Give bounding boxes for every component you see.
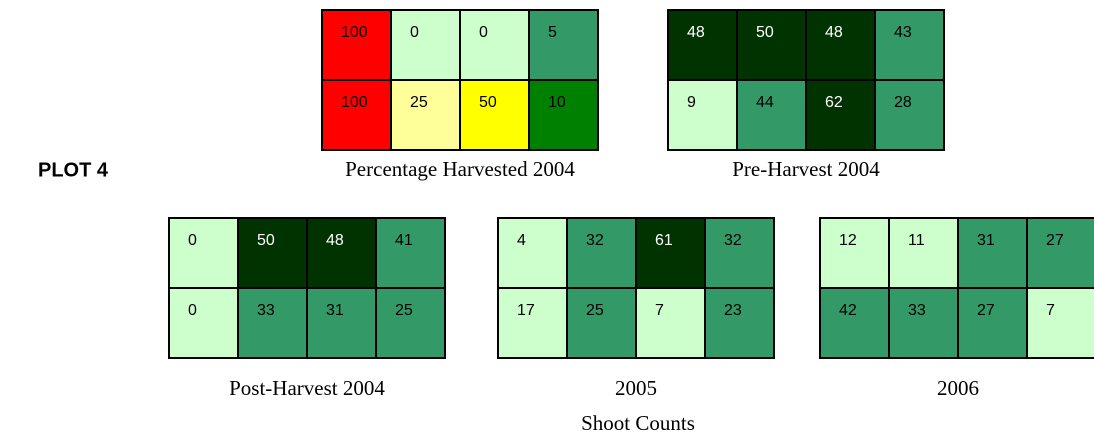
cell bbox=[635, 217, 706, 289]
cell bbox=[704, 217, 775, 289]
cell bbox=[168, 217, 239, 289]
cell bbox=[168, 287, 239, 359]
cell bbox=[375, 217, 446, 289]
cell-value: 61 bbox=[655, 232, 673, 249]
cell bbox=[805, 79, 876, 151]
cell-value: 25 bbox=[586, 302, 604, 319]
cell bbox=[390, 9, 461, 81]
cell bbox=[957, 287, 1028, 359]
cell bbox=[459, 79, 530, 151]
cell bbox=[957, 217, 1028, 289]
cell bbox=[805, 9, 876, 81]
cell-value: 41 bbox=[395, 232, 413, 249]
cell bbox=[874, 79, 945, 151]
grid: 12 11 31 27 42 33 27 7 bbox=[819, 217, 1094, 359]
cell bbox=[874, 9, 945, 81]
grid-caption: 2006 bbox=[937, 376, 979, 400]
cell-value: 28 bbox=[894, 94, 912, 111]
cell-value: 4 bbox=[517, 232, 526, 249]
cell-value: 100 bbox=[341, 94, 368, 111]
cell-value: 48 bbox=[326, 232, 344, 249]
cell bbox=[497, 287, 568, 359]
cell-value: 12 bbox=[839, 232, 857, 249]
cell bbox=[375, 287, 446, 359]
cell bbox=[306, 217, 377, 289]
cell bbox=[459, 9, 530, 81]
cell bbox=[566, 287, 637, 359]
cell-value: 33 bbox=[908, 302, 926, 319]
cell bbox=[635, 287, 706, 359]
cell-value: 9 bbox=[687, 94, 696, 111]
cell bbox=[667, 9, 738, 81]
cell-value: 50 bbox=[479, 94, 497, 111]
cell-value: 48 bbox=[825, 24, 843, 41]
cell bbox=[237, 287, 308, 359]
cell-value: 42 bbox=[839, 302, 857, 319]
cell-value: 48 bbox=[687, 24, 705, 41]
grid: 4 32 61 32 17 25 7 23 bbox=[497, 217, 775, 359]
cell bbox=[321, 9, 392, 81]
grid: 0 50 48 41 0 33 31 25 bbox=[168, 217, 446, 359]
cell-value: 27 bbox=[977, 302, 995, 319]
cell bbox=[888, 217, 959, 289]
grid-caption: 2005 bbox=[615, 376, 657, 400]
cell bbox=[390, 79, 461, 151]
cell-value: 0 bbox=[410, 24, 419, 41]
footer: Shoot Counts bbox=[581, 411, 695, 435]
cell-value: 50 bbox=[756, 24, 774, 41]
cell-value: 0 bbox=[188, 232, 197, 249]
cell bbox=[528, 79, 599, 151]
cell-value: 0 bbox=[188, 302, 197, 319]
cell bbox=[1026, 287, 1094, 359]
cell-value: 100 bbox=[341, 24, 368, 41]
cell-value: 10 bbox=[548, 94, 566, 111]
grid-caption: Percentage Harvested 2004 bbox=[345, 157, 575, 181]
cell bbox=[237, 217, 308, 289]
cell-value: 31 bbox=[977, 232, 995, 249]
cell-value: 62 bbox=[825, 94, 843, 111]
grid-caption: Post-Harvest 2004 bbox=[229, 376, 385, 400]
cell-value: 43 bbox=[894, 24, 912, 41]
plot-title: PLOT 4 bbox=[38, 159, 109, 181]
cell-value: 31 bbox=[326, 302, 344, 319]
cell bbox=[704, 287, 775, 359]
cell bbox=[321, 79, 392, 151]
cell-value: 25 bbox=[395, 302, 413, 319]
cell-value: 11 bbox=[908, 232, 925, 249]
cell bbox=[1026, 217, 1094, 289]
cell-value: 7 bbox=[1046, 302, 1055, 319]
cell-value: 17 bbox=[517, 302, 535, 319]
cell bbox=[888, 287, 959, 359]
cell-value: 50 bbox=[257, 232, 275, 249]
cell bbox=[306, 287, 377, 359]
cell-value: 0 bbox=[479, 24, 488, 41]
cell-value: 33 bbox=[257, 302, 275, 319]
cell-value: 25 bbox=[410, 94, 428, 111]
cell bbox=[497, 217, 568, 289]
cell bbox=[667, 79, 738, 151]
cell-value: 32 bbox=[724, 232, 742, 249]
cell-value: 44 bbox=[756, 94, 774, 111]
cell-value: 5 bbox=[548, 24, 557, 41]
cell-value: 32 bbox=[586, 232, 604, 249]
cell-value: 23 bbox=[724, 302, 742, 319]
cell bbox=[566, 217, 637, 289]
cell bbox=[736, 79, 807, 151]
cell bbox=[736, 9, 807, 81]
cell-value: 27 bbox=[1046, 232, 1064, 249]
cell-value: 7 bbox=[655, 302, 664, 319]
grid: 100 0 0 5 100 25 50 10 bbox=[321, 9, 599, 151]
cell bbox=[819, 287, 890, 359]
cell bbox=[528, 9, 599, 81]
cell bbox=[819, 217, 890, 289]
grid-caption: Pre-Harvest 2004 bbox=[732, 157, 880, 181]
grid: 48 50 48 43 9 44 62 28 bbox=[667, 9, 945, 151]
